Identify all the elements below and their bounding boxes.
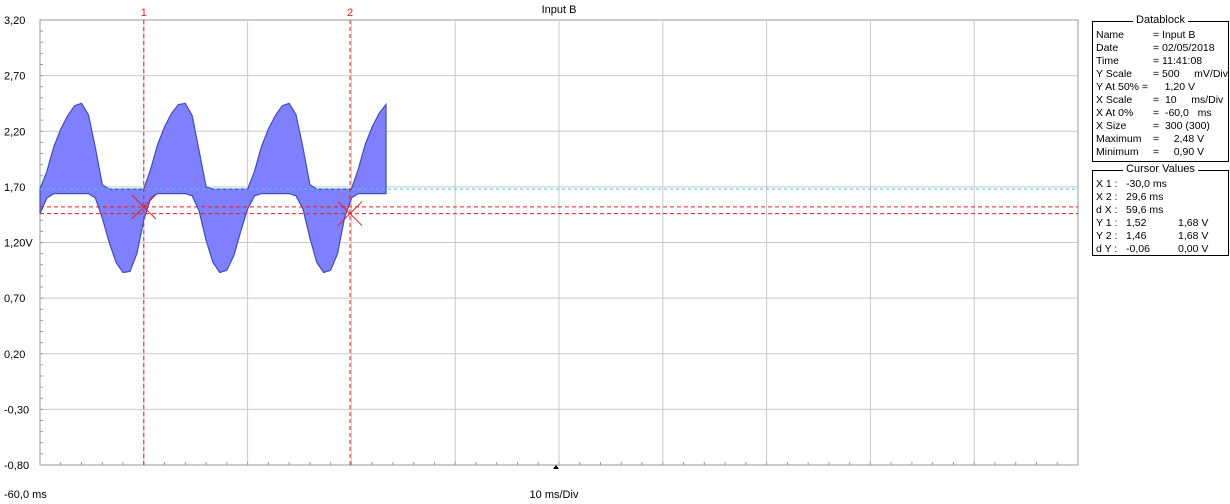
datablock-value: = Input B	[1153, 29, 1196, 41]
datablock-row: X Size = 300 (300)	[1096, 120, 1226, 132]
cursor-values-row: X 2 : 29,6 ms	[1096, 191, 1226, 203]
datablock-key: Minimum	[1096, 146, 1139, 158]
y-tick-label: 0,70	[4, 293, 25, 305]
datablock-value: 1,20 V	[1153, 81, 1196, 93]
datablock-key: Y Scale	[1096, 68, 1132, 80]
cursor-values-row: Y 1 : 1,52 1,68 V	[1096, 217, 1226, 229]
datablock-key: Y At 50% =	[1096, 81, 1149, 93]
y-tick-label: -0,80	[4, 460, 29, 472]
datablock-row: Time = 11:41:08	[1096, 55, 1226, 67]
datablock-value: = 2,48 V	[1153, 133, 1205, 145]
datablock-key: X Scale	[1096, 94, 1133, 106]
cursor-values-value: 1,46	[1126, 230, 1147, 242]
cursor-values-value-b: 0,00 V	[1178, 243, 1209, 255]
datablock-value: = 10 ms/Div	[1153, 94, 1224, 106]
cursor-1-label: 1	[141, 7, 147, 19]
time-base-marker	[553, 465, 559, 469]
datablock-value: = 300 (300)	[1153, 120, 1210, 132]
y-tick-label: 0,20	[4, 349, 25, 361]
datablock-value: = 02/05/2018	[1153, 42, 1215, 54]
datablock-key: Maximum	[1096, 133, 1142, 145]
cursor-values-key: Y 2 :	[1096, 230, 1118, 242]
cursor-values-row: X 1 : -30,0 ms	[1096, 178, 1226, 190]
y-tick-label: 3,20	[4, 15, 25, 27]
x-start-label: -60,0 ms	[4, 489, 47, 501]
cursor-values-value-b: 1,68 V	[1178, 230, 1209, 242]
cursor-values-title: Cursor Values	[1123, 163, 1198, 175]
cursor-values-panel: Cursor Values X 1 : -30,0 ms X 2 :29,6 ms d…	[1092, 163, 1229, 256]
datablock-key: X At 0%	[1096, 107, 1134, 119]
datablock-value: = 500 mV/Div	[1153, 68, 1228, 80]
cursor-values-key: Y 1 :	[1096, 217, 1118, 229]
y-tick-label: 1,70	[4, 182, 25, 194]
y-tick-label: -0,30	[4, 404, 29, 416]
datablock-row: Y At 50% = 1,20 V	[1096, 81, 1226, 93]
cursor-1-cross-b	[131, 194, 157, 220]
cursor-values-value: 29,6 ms	[1126, 191, 1164, 203]
oscilloscope-chart: 3,20 2,70 2,20 1,70 1,20V 0,70 0,20 -0,30 -0,80 1…	[4, 4, 1079, 501]
datablock-row: Date = 02/05/2018	[1096, 42, 1226, 54]
cursor-values-key: X 1 :	[1096, 178, 1118, 190]
datablock-row: Minimum = 0,90 V	[1096, 146, 1226, 158]
cursor-values-key: d Y :	[1096, 243, 1118, 255]
cursor-values-row: d Y : -0,06 0,00 V	[1096, 243, 1226, 255]
datablock-value: = -60,0 ms	[1153, 107, 1212, 119]
cursor-values-key: X 2 :	[1096, 191, 1118, 203]
y-tick-label: 2,70	[4, 71, 25, 83]
y-tick-label: 2,20	[4, 126, 25, 138]
cursor-2-label: 2	[347, 7, 353, 19]
datablock-key: X Size	[1096, 120, 1127, 132]
datablock-title: Datablock	[1133, 14, 1188, 26]
datablock-panel: Datablock Name = Input B Date = 02/05/2018 T…	[1092, 14, 1229, 162]
datablock-row: Y Scale = 500 mV/Div	[1096, 68, 1228, 80]
cursor-values-value: -30,0 ms	[1126, 178, 1167, 190]
datablock-row: X Scale = 10 ms/Div	[1096, 94, 1226, 106]
cursor-values-row: Y 2 : 1,46 1,68 V	[1096, 230, 1226, 242]
cursor-values-value: 1,52	[1126, 217, 1147, 229]
chart-title: Input B	[542, 4, 577, 16]
cursor-values-key: d X :	[1096, 204, 1118, 216]
datablock-value: = 0,90 V	[1153, 146, 1205, 158]
datablock-row: X At 0% = -60,0 ms	[1096, 107, 1226, 119]
datablock-key: Date	[1096, 42, 1119, 54]
datablock-key: Name	[1096, 29, 1125, 41]
datablock-key: Time	[1096, 55, 1119, 67]
datablock-value: = 11:41:08	[1153, 55, 1203, 67]
cursor-values-row: d X : 59,6 ms	[1096, 204, 1226, 216]
y-tick-label: 1,20V	[4, 238, 33, 250]
cursor-values-value-b: 1,68 V	[1178, 217, 1209, 229]
cursor-values-value: -0,06	[1126, 243, 1150, 255]
cursor-values-value: 59,6 ms	[1126, 204, 1164, 216]
series-input-b-envelope	[39, 102, 387, 274]
datablock-row: Name = Input B	[1096, 29, 1226, 41]
x-scale-label: 10 ms/Div	[530, 489, 579, 501]
cursor-2-cross-b	[337, 201, 363, 226]
datablock-row: Maximum = 2,48 V	[1096, 133, 1226, 145]
